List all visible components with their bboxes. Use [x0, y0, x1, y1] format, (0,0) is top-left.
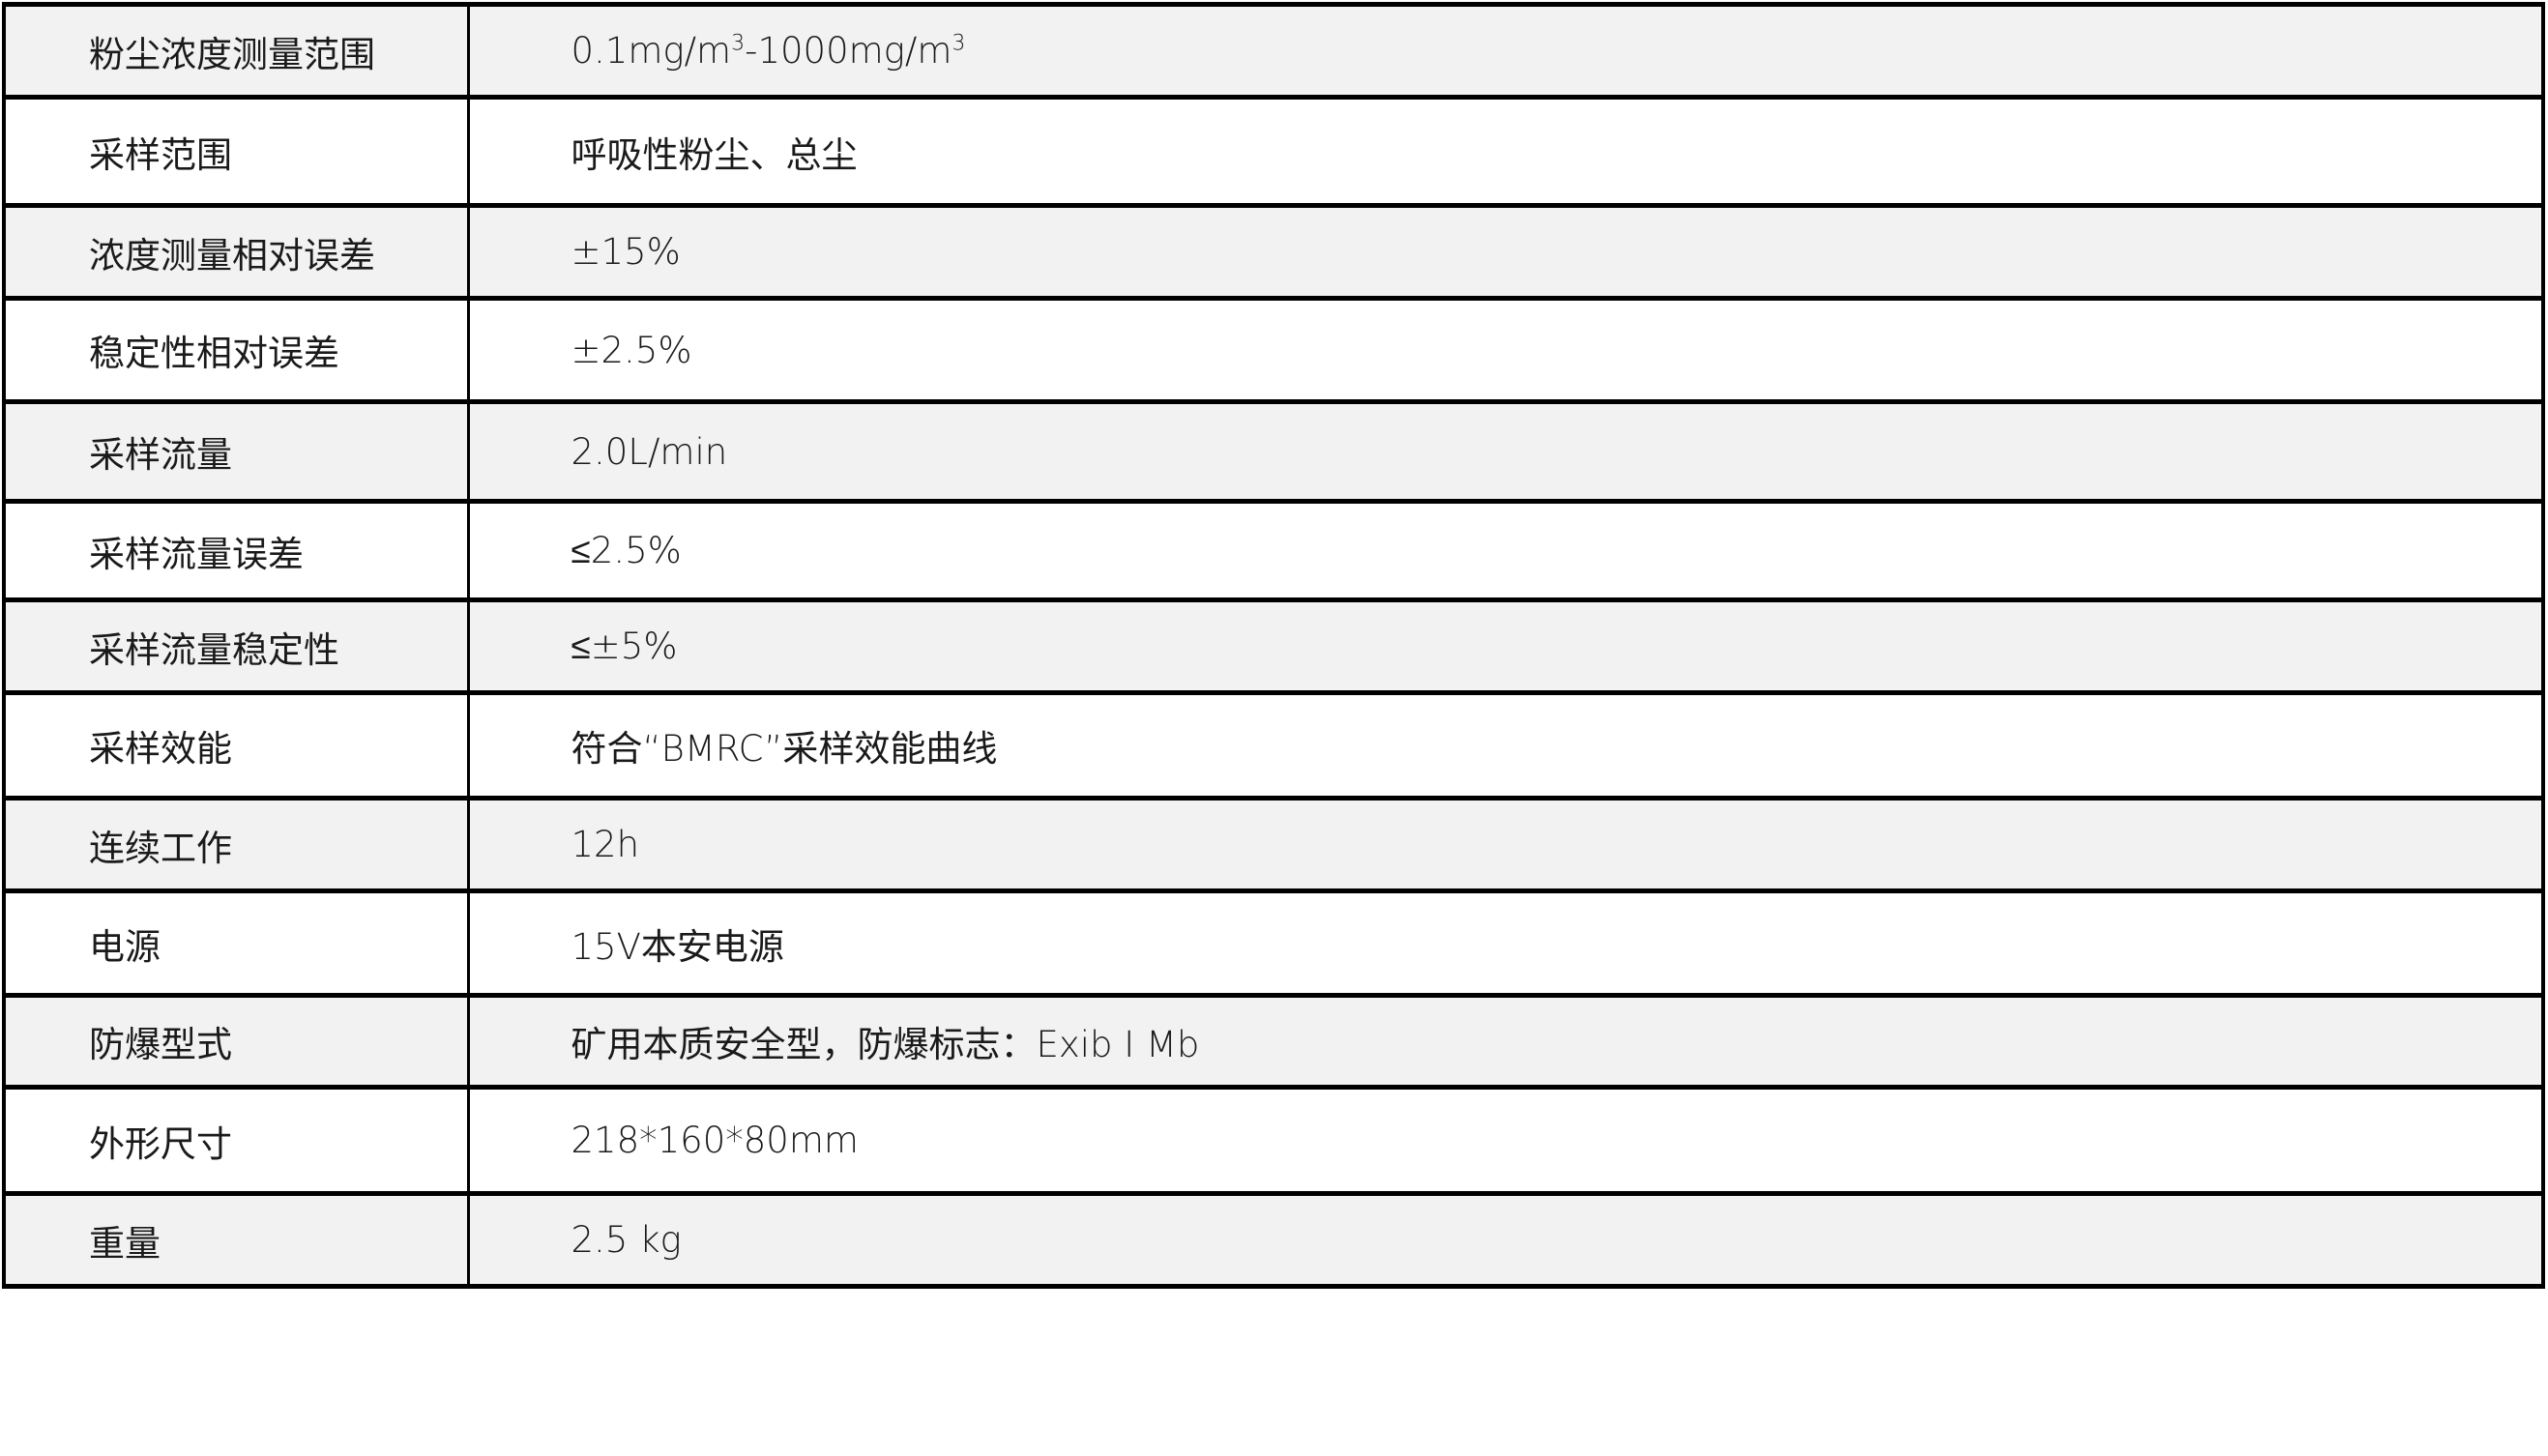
spec-label: 粉尘浓度测量范围 — [2, 2, 470, 100]
spec-value: 0.1mg/m3-1000mg/m3 — [468, 2, 2545, 100]
spec-table: 粉尘浓度测量范围 0.1mg/m3-1000mg/m3 采样范围 呼吸性粉尘、总… — [2, 2, 2545, 1289]
spec-value: 218*160*80mm — [468, 1085, 2545, 1196]
spec-value: 12h — [468, 796, 2545, 893]
table-row: 采样范围 呼吸性粉尘、总尘 — [2, 95, 2545, 208]
spec-label: 防爆型式 — [2, 993, 470, 1090]
table-row: 采样流量稳定性 ≤±5% — [2, 597, 2545, 695]
spec-label: 外形尺寸 — [2, 1085, 470, 1196]
spec-value: ±2.5% — [468, 296, 2545, 404]
spec-label: 稳定性相对误差 — [2, 296, 470, 404]
spec-value: ≤2.5% — [468, 499, 2545, 602]
spec-value: 呼吸性粉尘、总尘 — [468, 95, 2545, 208]
table-row: 重量 2.5 kg — [2, 1191, 2545, 1289]
spec-label: 采样流量稳定性 — [2, 597, 470, 695]
table-row: 采样流量 2.0L/min — [2, 399, 2545, 504]
table-row: 采样流量误差 ≤2.5% — [2, 499, 2545, 602]
table-row: 连续工作 12h — [2, 796, 2545, 893]
spec-value: ≤±5% — [468, 597, 2545, 695]
spec-value: 2.5 kg — [468, 1191, 2545, 1289]
table-row: 稳定性相对误差 ±2.5% — [2, 296, 2545, 404]
spec-value: 符合“BMRC”采样效能曲线 — [468, 690, 2545, 801]
spec-value: 矿用本质安全型，防爆标志：Exib I Mb — [468, 993, 2545, 1090]
table-row: 采样效能 符合“BMRC”采样效能曲线 — [2, 690, 2545, 801]
spec-label: 连续工作 — [2, 796, 470, 893]
spec-label: 采样流量 — [2, 399, 470, 504]
spec-value: ±15% — [468, 203, 2545, 301]
table-row: 外形尺寸 218*160*80mm — [2, 1085, 2545, 1196]
table-row: 防爆型式 矿用本质安全型，防爆标志：Exib I Mb — [2, 993, 2545, 1090]
table-row: 电源 15V本安电源 — [2, 888, 2545, 998]
spec-label: 采样流量误差 — [2, 499, 470, 602]
spec-value: 2.0L/min — [468, 399, 2545, 504]
table-row: 浓度测量相对误差 ±15% — [2, 203, 2545, 301]
spec-label: 重量 — [2, 1191, 470, 1289]
spec-label: 浓度测量相对误差 — [2, 203, 470, 301]
spec-label: 采样范围 — [2, 95, 470, 208]
spec-label: 电源 — [2, 888, 470, 998]
table-row: 粉尘浓度测量范围 0.1mg/m3-1000mg/m3 — [2, 2, 2545, 100]
spec-label: 采样效能 — [2, 690, 470, 801]
spec-value: 15V本安电源 — [468, 888, 2545, 998]
